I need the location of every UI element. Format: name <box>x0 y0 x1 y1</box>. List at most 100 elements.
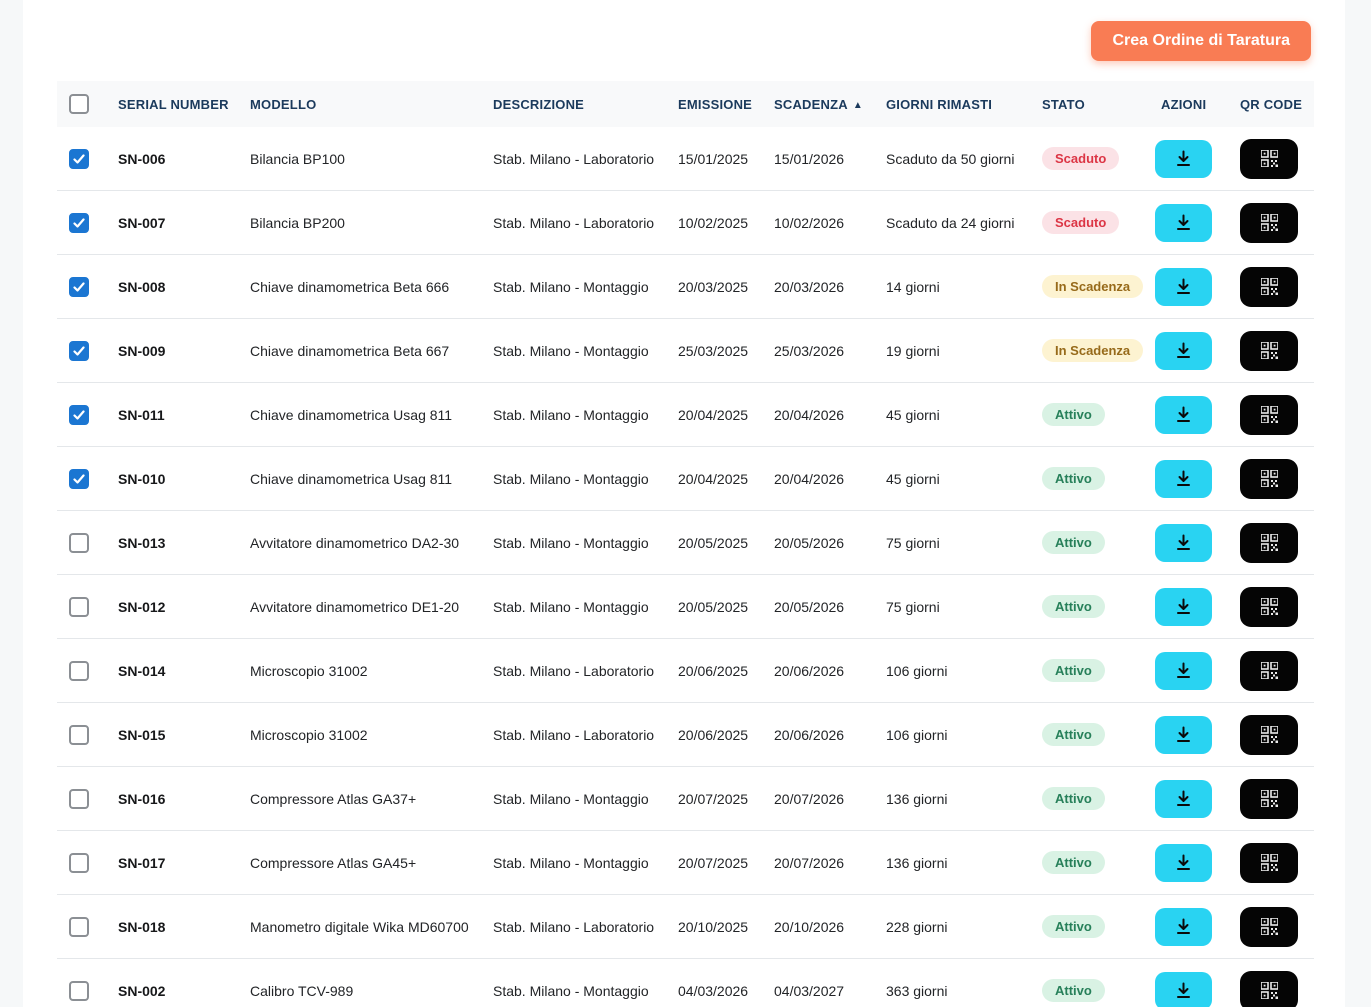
model-cell: Compressore Atlas GA45+ <box>250 854 417 871</box>
row-checkbox[interactable] <box>69 468 89 489</box>
qr-code-button[interactable] <box>1240 202 1298 243</box>
sort-ascending-icon: ▲ <box>852 99 863 111</box>
column-header-modello[interactable]: MODELLO <box>250 81 493 127</box>
qr-code-button[interactable] <box>1240 330 1298 371</box>
download-certificate-button[interactable] <box>1155 651 1212 690</box>
qr-code-button[interactable] <box>1240 394 1298 435</box>
qr-code-button[interactable] <box>1240 906 1298 947</box>
qr-code-button[interactable] <box>1240 586 1298 627</box>
table-row: SN-006 Bilancia BP100 Stab. Milano - Lab… <box>57 127 1314 191</box>
row-checkbox[interactable] <box>69 852 89 873</box>
expiry-date-cell: 20/05/2026 <box>774 534 845 551</box>
model-cell: Chiave dinamometrica Beta 667 <box>250 342 450 359</box>
download-certificate-button[interactable] <box>1155 971 1212 1007</box>
download-certificate-button[interactable] <box>1155 587 1212 626</box>
emission-date-cell: 20/06/2025 <box>678 726 749 743</box>
status-badge: Attivo <box>1042 787 1105 810</box>
download-certificate-button[interactable] <box>1155 843 1212 882</box>
serial-number-cell: SN-011 <box>118 406 165 423</box>
download-icon <box>1177 342 1190 358</box>
download-icon <box>1177 598 1190 614</box>
serial-number-cell: SN-010 <box>118 470 166 487</box>
row-checkbox[interactable] <box>69 916 89 937</box>
model-cell: Bilancia BP200 <box>250 214 345 231</box>
days-remaining-cell: 19 giorni <box>886 342 940 359</box>
row-checkbox[interactable] <box>69 660 89 681</box>
qr-code-icon <box>1260 214 1278 231</box>
row-checkbox[interactable] <box>69 724 89 745</box>
column-header-label: QR CODE <box>1240 96 1303 112</box>
qr-code-button[interactable] <box>1240 842 1298 883</box>
table-row: SN-018 Manometro digitale Wika MD60700 S… <box>57 894 1314 959</box>
model-cell: Microscopio 31002 <box>250 662 368 679</box>
status-badge: Scaduto <box>1042 147 1120 170</box>
status-badge: Attivo <box>1042 723 1105 746</box>
row-checkbox[interactable] <box>69 404 89 425</box>
column-header-emissione[interactable]: EMISSIONE <box>678 81 774 127</box>
qr-code-button[interactable] <box>1240 970 1298 1007</box>
expiry-date-cell: 20/07/2026 <box>774 790 845 807</box>
model-cell: Compressore Atlas GA37+ <box>250 790 417 807</box>
days-remaining-cell: Scaduto da 24 giorni <box>886 214 1015 231</box>
status-badge: In Scadenza <box>1042 275 1144 298</box>
row-checkbox[interactable] <box>69 340 89 361</box>
column-header-label: EMISSIONE <box>678 96 753 112</box>
select-all-checkbox[interactable] <box>69 94 89 114</box>
download-certificate-button[interactable] <box>1155 139 1212 178</box>
column-header-descrizione[interactable]: DESCRIZIONE <box>493 81 678 127</box>
row-checkbox[interactable] <box>69 596 89 617</box>
row-checkbox[interactable] <box>69 148 89 169</box>
column-header-stato[interactable]: STATO <box>1042 81 1155 127</box>
qr-code-button[interactable] <box>1240 522 1298 563</box>
qr-code-icon <box>1260 406 1278 423</box>
checkmark-icon <box>73 345 85 356</box>
serial-number-cell: SN-002 <box>118 982 166 999</box>
table-header-row: SERIAL NUMBER MODELLO DESCRIZIONE EMISSI… <box>57 81 1314 127</box>
download-certificate-button[interactable] <box>1155 779 1212 818</box>
qr-code-button[interactable] <box>1240 778 1298 819</box>
row-checkbox[interactable] <box>69 532 89 553</box>
status-badge: Attivo <box>1042 595 1105 618</box>
qr-code-button[interactable] <box>1240 458 1298 499</box>
row-checkbox[interactable] <box>69 276 89 297</box>
table-row: SN-017 Compressore Atlas GA45+ Stab. Mil… <box>57 830 1314 895</box>
download-certificate-button[interactable] <box>1155 395 1212 434</box>
column-header-qr-code: QR CODE <box>1240 81 1314 127</box>
create-calibration-order-button[interactable]: Crea Ordine di Taratura <box>1091 21 1311 61</box>
column-header-label: STATO <box>1042 96 1085 112</box>
emission-date-cell: 04/03/2026 <box>678 982 749 999</box>
download-icon <box>1177 790 1190 806</box>
qr-code-button[interactable] <box>1240 138 1298 179</box>
column-header-serial-number[interactable]: SERIAL NUMBER <box>107 81 250 127</box>
qr-code-button[interactable] <box>1240 650 1298 691</box>
table-row: SN-012 Avvitatore dinamometrico DE1-20 S… <box>57 574 1314 639</box>
emission-date-cell: 20/03/2025 <box>678 278 749 295</box>
qr-code-button[interactable] <box>1240 266 1298 307</box>
model-cell: Chiave dinamometrica Beta 666 <box>250 278 450 295</box>
download-icon <box>1177 534 1190 550</box>
description-cell: Stab. Milano - Montaggio <box>493 854 649 871</box>
serial-number-cell: SN-012 <box>118 598 166 615</box>
download-certificate-button[interactable] <box>1155 331 1212 370</box>
column-header-label: AZIONI <box>1161 96 1207 112</box>
row-checkbox[interactable] <box>69 788 89 809</box>
download-certificate-button[interactable] <box>1155 523 1212 562</box>
table-row: SN-015 Microscopio 31002 Stab. Milano - … <box>57 702 1314 767</box>
emission-date-cell: 20/04/2025 <box>678 470 749 487</box>
emission-date-cell: 10/02/2025 <box>678 214 749 231</box>
download-certificate-button[interactable] <box>1155 459 1212 498</box>
status-badge: In Scadenza <box>1042 339 1144 362</box>
download-certificate-button[interactable] <box>1155 203 1212 242</box>
column-header-giorni-rimasti[interactable]: GIORNI RIMASTI <box>886 81 1042 127</box>
status-badge: Attivo <box>1042 915 1105 938</box>
row-checkbox[interactable] <box>69 980 89 1001</box>
download-certificate-button[interactable] <box>1155 907 1212 946</box>
download-certificate-button[interactable] <box>1155 715 1212 754</box>
column-header-label: SCADENZA <box>774 96 848 112</box>
row-checkbox[interactable] <box>69 212 89 233</box>
column-header-scadenza[interactable]: SCADENZA ▲ <box>774 81 886 127</box>
download-certificate-button[interactable] <box>1155 267 1212 306</box>
table-row: SN-011 Chiave dinamometrica Usag 811 Sta… <box>57 382 1314 447</box>
download-icon <box>1177 470 1190 486</box>
qr-code-button[interactable] <box>1240 714 1298 755</box>
